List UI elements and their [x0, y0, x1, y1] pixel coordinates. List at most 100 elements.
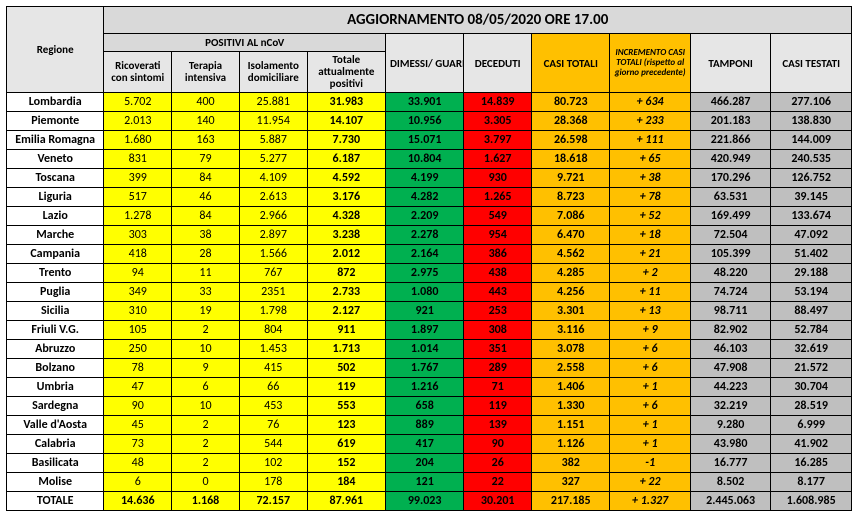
data-cell: 38: [172, 226, 240, 245]
data-cell: 82.902: [690, 321, 770, 340]
data-cell: 1.151: [532, 416, 610, 435]
data-cell: 1.216: [385, 378, 463, 397]
data-cell: 90: [464, 435, 532, 454]
data-cell: 831: [104, 150, 172, 169]
data-cell: 308: [464, 321, 532, 340]
data-cell: 10.804: [385, 150, 463, 169]
data-cell: 163: [172, 131, 240, 150]
data-cell: 72.504: [690, 226, 770, 245]
data-cell: 911: [307, 321, 385, 340]
data-cell: 76: [239, 416, 307, 435]
data-cell: 2.127: [307, 302, 385, 321]
data-cell: 2.897: [239, 226, 307, 245]
data-cell: 399: [104, 169, 172, 188]
table-row: Sicilia310191.7982.1279212533.301+ 1398.…: [7, 302, 852, 321]
data-cell: + 38: [610, 169, 690, 188]
data-cell: 31.983: [307, 93, 385, 112]
data-cell: 15.071: [385, 131, 463, 150]
data-cell: + 52: [610, 207, 690, 226]
data-cell: 21.572: [771, 359, 852, 378]
data-cell: 4.592: [307, 169, 385, 188]
data-cell: 1.080: [385, 283, 463, 302]
data-cell: 105: [104, 321, 172, 340]
data-cell: 72.157: [239, 492, 307, 511]
data-cell: 2.733: [307, 283, 385, 302]
data-cell: 544: [239, 435, 307, 454]
data-cell: 138.830: [771, 112, 852, 131]
data-cell: 184: [307, 473, 385, 492]
data-cell: 14.636: [104, 492, 172, 511]
data-cell: 1.406: [532, 378, 610, 397]
data-cell: 466.287: [690, 93, 770, 112]
data-cell: 88.497: [771, 302, 852, 321]
data-cell: 74.724: [690, 283, 770, 302]
data-cell: 517: [104, 188, 172, 207]
data-cell: 9.721: [532, 169, 610, 188]
data-cell: 10: [172, 397, 240, 416]
region-cell: Bolzano: [7, 359, 104, 378]
data-cell: 2.445.063: [690, 492, 770, 511]
data-cell: 3.078: [532, 340, 610, 359]
data-cell: 3.176: [307, 188, 385, 207]
data-cell: + 65: [610, 150, 690, 169]
data-cell: + 1.327: [610, 492, 690, 511]
data-cell: 7.086: [532, 207, 610, 226]
data-cell: 5.277: [239, 150, 307, 169]
data-cell: 46.103: [690, 340, 770, 359]
region-cell: Sardegna: [7, 397, 104, 416]
data-cell: 2.278: [385, 226, 463, 245]
data-cell: 2.966: [239, 207, 307, 226]
hdr-ricoverati: Ricoverati con sintomi: [104, 52, 172, 93]
table-row: Bolzano7894155021.7672892.558+ 647.90821…: [7, 359, 852, 378]
table-row: Toscana399844.1094.5924.1999309.721+ 381…: [7, 169, 852, 188]
data-cell: 26.598: [532, 131, 610, 150]
data-cell: 133.674: [771, 207, 852, 226]
data-cell: 11: [172, 264, 240, 283]
data-cell: 3.301: [532, 302, 610, 321]
region-cell: Marche: [7, 226, 104, 245]
data-cell: 121: [385, 473, 463, 492]
data-cell: 1.680: [104, 131, 172, 150]
data-cell: 1.278: [104, 207, 172, 226]
hdr-terapia: Terapia intensiva: [172, 52, 240, 93]
data-cell: 327: [532, 473, 610, 492]
data-cell: 14.107: [307, 112, 385, 131]
data-cell: 872: [307, 264, 385, 283]
table-row: Trento94117678722.9754384.285+ 248.22029…: [7, 264, 852, 283]
data-cell: 47: [104, 378, 172, 397]
data-cell: 139: [464, 416, 532, 435]
data-cell: 178: [239, 473, 307, 492]
data-cell: 1.126: [532, 435, 610, 454]
region-cell: Piemonte: [7, 112, 104, 131]
table-row: Piemonte2.01314011.95414.10710.9563.3052…: [7, 112, 852, 131]
data-cell: 4.109: [239, 169, 307, 188]
region-cell: Veneto: [7, 150, 104, 169]
table-row: Lombardia5.70240025.88131.98333.90114.83…: [7, 93, 852, 112]
data-cell: + 22: [610, 473, 690, 492]
data-cell: 1.453: [239, 340, 307, 359]
data-cell: + 78: [610, 188, 690, 207]
data-cell: 400: [172, 93, 240, 112]
data-cell: 4.282: [385, 188, 463, 207]
region-cell: Valle d'Aosta: [7, 416, 104, 435]
data-cell: 3.238: [307, 226, 385, 245]
hdr-casi-testati: CASI TESTATI: [771, 34, 852, 93]
data-cell: 2.558: [532, 359, 610, 378]
hdr-tamponi: TAMPONI: [690, 34, 770, 93]
data-cell: 1.608.985: [771, 492, 852, 511]
table-row: Sardegna90104535536581191.330+ 632.21928…: [7, 397, 852, 416]
data-cell: 78: [104, 359, 172, 378]
data-cell: 2: [172, 321, 240, 340]
table-row: Veneto831795.2776.18710.8041.62718.618+ …: [7, 150, 852, 169]
data-cell: 930: [464, 169, 532, 188]
data-cell: 2.975: [385, 264, 463, 283]
region-cell: Basilicata: [7, 454, 104, 473]
data-cell: 98.711: [690, 302, 770, 321]
data-cell: 3.797: [464, 131, 532, 150]
data-cell: 3.305: [464, 112, 532, 131]
table-row: Abruzzo250101.4531.7131.0143513.078+ 646…: [7, 340, 852, 359]
data-cell: 102: [239, 454, 307, 473]
table-row: Molise6017818412122327+ 228.5028.177: [7, 473, 852, 492]
region-cell: Lazio: [7, 207, 104, 226]
region-cell: Campania: [7, 245, 104, 264]
